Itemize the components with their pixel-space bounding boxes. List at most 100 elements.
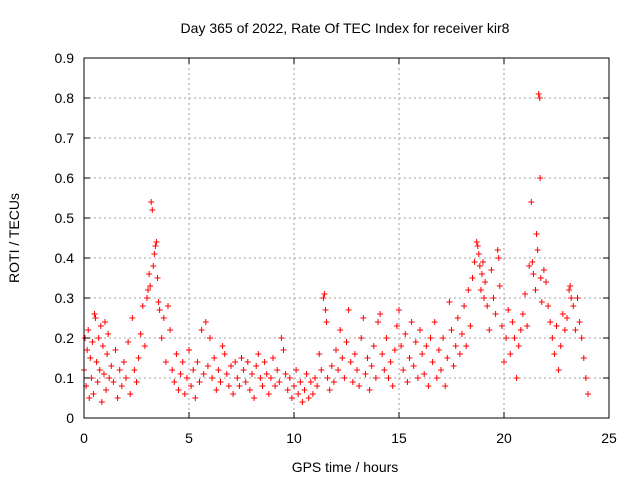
data-point <box>246 387 253 393</box>
data-point <box>251 395 258 401</box>
data-point <box>574 295 581 301</box>
data-point <box>90 391 97 397</box>
data-point <box>330 379 337 385</box>
chart-title: Day 365 of 2022, Rate Of TEC Index for r… <box>181 20 510 36</box>
data-point <box>377 311 384 317</box>
data-point <box>473 239 480 245</box>
data-point <box>219 343 226 349</box>
data-point <box>265 391 272 397</box>
data-point <box>322 307 329 313</box>
data-point <box>456 351 463 357</box>
data-point <box>519 311 526 317</box>
data-point <box>282 371 289 377</box>
data-point <box>150 263 157 269</box>
y-tick-label: 0.1 <box>55 370 75 386</box>
data-point <box>116 367 123 373</box>
data-point <box>323 319 330 325</box>
data-point <box>360 315 367 321</box>
data-point <box>478 271 485 277</box>
data-point <box>337 327 344 333</box>
data-point <box>230 391 237 397</box>
data-point <box>379 351 386 357</box>
data-point <box>417 327 423 333</box>
data-point <box>481 295 488 301</box>
data-point <box>347 359 354 365</box>
data-point <box>366 387 373 393</box>
data-point <box>396 307 402 313</box>
data-point <box>154 275 161 281</box>
data-point <box>173 351 180 357</box>
data-point <box>414 375 421 381</box>
data-point <box>404 379 411 385</box>
data-point <box>402 331 409 337</box>
data-point <box>419 351 426 357</box>
data-point <box>96 367 103 373</box>
data-point <box>196 379 203 385</box>
data-point <box>194 359 201 365</box>
data-point <box>158 335 165 341</box>
data-point <box>318 367 325 373</box>
data-point <box>354 367 360 373</box>
data-point <box>284 387 291 393</box>
data-point <box>137 331 144 337</box>
data-point <box>286 375 293 381</box>
data-point <box>438 367 444 373</box>
data-point <box>118 383 125 389</box>
data-point <box>452 343 459 349</box>
data-point <box>345 307 352 313</box>
data-point <box>515 343 522 349</box>
data-point <box>242 379 249 385</box>
data-point <box>202 319 209 325</box>
data-point <box>398 343 405 349</box>
data-point <box>427 335 434 341</box>
data-point <box>225 383 232 389</box>
y-tick-label: 0.3 <box>55 290 75 306</box>
data-point <box>249 371 255 377</box>
data-point <box>547 319 554 325</box>
data-point <box>98 399 105 405</box>
data-point <box>144 295 150 301</box>
data-point <box>511 335 518 341</box>
data-point <box>494 247 501 253</box>
data-point <box>490 295 497 301</box>
y-tick-label: 0.7 <box>55 130 75 146</box>
data-point <box>92 315 99 321</box>
data-point <box>433 375 440 381</box>
data-point <box>535 91 542 97</box>
data-point <box>276 379 283 385</box>
y-tick-label: 0.9 <box>55 50 75 66</box>
data-point <box>526 263 533 269</box>
data-point <box>543 279 549 285</box>
data-point <box>343 339 350 345</box>
data-point <box>217 379 224 385</box>
data-point <box>270 355 276 361</box>
data-point <box>87 355 94 361</box>
data-point <box>496 283 503 289</box>
data-point <box>528 199 535 205</box>
data-point <box>429 359 436 365</box>
data-point <box>312 375 318 381</box>
x-tick-label: 10 <box>286 430 302 446</box>
data-point <box>578 335 585 341</box>
data-point <box>133 379 140 385</box>
data-point <box>368 363 375 369</box>
data-point <box>104 351 111 357</box>
data-point <box>412 339 419 345</box>
data-point <box>102 319 108 325</box>
data-point <box>89 339 96 345</box>
data-point <box>370 343 377 349</box>
data-point <box>257 375 264 381</box>
data-point <box>278 335 285 341</box>
data-point <box>209 375 216 381</box>
y-tick-label: 0 <box>66 410 74 426</box>
data-point <box>585 391 591 397</box>
data-point <box>204 363 211 369</box>
x-tick-label: 0 <box>80 430 88 446</box>
data-point <box>362 371 369 377</box>
data-point <box>153 239 160 245</box>
data-point <box>553 323 560 329</box>
data-point <box>274 367 281 373</box>
data-point <box>141 343 148 349</box>
data-point <box>509 319 516 325</box>
data-point <box>145 287 152 293</box>
